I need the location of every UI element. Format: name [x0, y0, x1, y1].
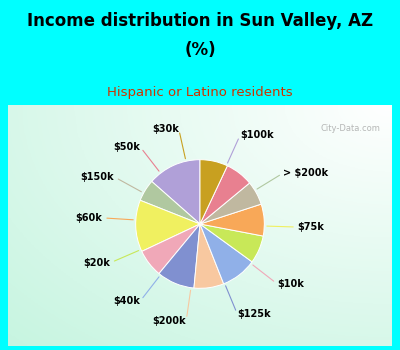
Wedge shape	[200, 224, 252, 284]
Text: Hispanic or Latino residents: Hispanic or Latino residents	[107, 86, 293, 99]
Wedge shape	[140, 181, 200, 224]
Text: $75k: $75k	[298, 222, 324, 232]
Text: $60k: $60k	[76, 213, 102, 223]
Text: $30k: $30k	[152, 124, 179, 134]
Wedge shape	[136, 200, 200, 251]
Text: $50k: $50k	[113, 142, 140, 152]
Wedge shape	[200, 183, 261, 224]
Text: $125k: $125k	[238, 309, 271, 319]
Text: Income distribution in Sun Valley, AZ: Income distribution in Sun Valley, AZ	[27, 12, 373, 30]
Text: (%): (%)	[184, 41, 216, 60]
Wedge shape	[200, 166, 250, 224]
Wedge shape	[200, 224, 263, 262]
Text: $10k: $10k	[277, 279, 304, 289]
Text: $100k: $100k	[240, 130, 274, 140]
Text: $40k: $40k	[113, 296, 140, 306]
Wedge shape	[152, 160, 200, 224]
Text: City-Data.com: City-Data.com	[321, 124, 380, 133]
Wedge shape	[200, 160, 227, 224]
Text: > $200k: > $200k	[283, 168, 328, 178]
Wedge shape	[200, 204, 264, 236]
Text: $20k: $20k	[83, 258, 110, 268]
Text: $200k: $200k	[152, 316, 186, 326]
Wedge shape	[159, 224, 200, 288]
Wedge shape	[142, 224, 200, 274]
Text: $150k: $150k	[81, 172, 114, 182]
Wedge shape	[194, 224, 224, 288]
